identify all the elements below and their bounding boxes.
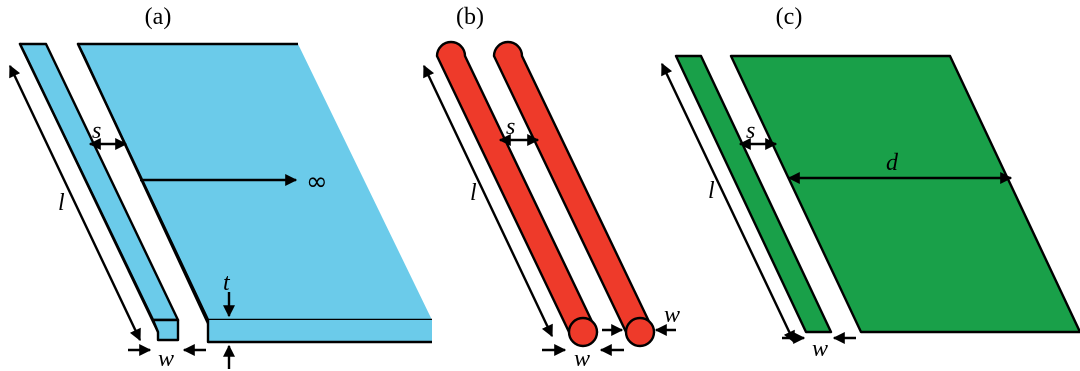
panel-a-plane	[76, 42, 432, 344]
panel-b-length-arrow	[422, 64, 554, 338]
panel-a-label: (a)	[145, 4, 172, 30]
panel-c-plane	[729, 54, 1080, 334]
panel-c-width-label: w	[812, 336, 828, 362]
panel-a-length-arrow	[8, 64, 142, 342]
panel-a-plane-front-outline	[206, 320, 432, 344]
panel-a-plane-front	[208, 320, 432, 342]
panel-a-infinity-label: ∞	[306, 167, 328, 197]
panel-c-length-arrow	[660, 62, 796, 344]
panel-c-length-label: l	[708, 178, 715, 204]
panel-a-thickness-label: t	[223, 270, 231, 296]
panel-a-length-label: l	[58, 190, 65, 216]
panel-a-spacing-label: s	[92, 118, 101, 144]
panel-a: (a) l s ∞ w t	[8, 4, 432, 371]
panel-c-label: (c)	[776, 4, 803, 30]
panel-b-width-right-label: w	[664, 302, 680, 328]
panel-b-length-label: l	[470, 180, 477, 206]
panel-b-wire-1-end	[567, 316, 599, 348]
panel-b-spacing-label: s	[506, 114, 515, 140]
panel-a-plane-top	[78, 44, 432, 320]
panel-a-width-label: w	[158, 346, 174, 371]
panel-c-separation-label: d	[886, 150, 899, 176]
panel-b-wire-2-end	[624, 316, 656, 348]
panel-b: (b) l s w w	[422, 4, 680, 371]
panel-c-spacing-label: s	[746, 118, 755, 144]
panel-b-label: (b)	[456, 4, 484, 30]
panel-c: (c) l s d w	[660, 4, 1080, 362]
panel-a-strip-end	[151, 318, 180, 342]
panel-b-width-bottom-label: w	[574, 346, 590, 371]
